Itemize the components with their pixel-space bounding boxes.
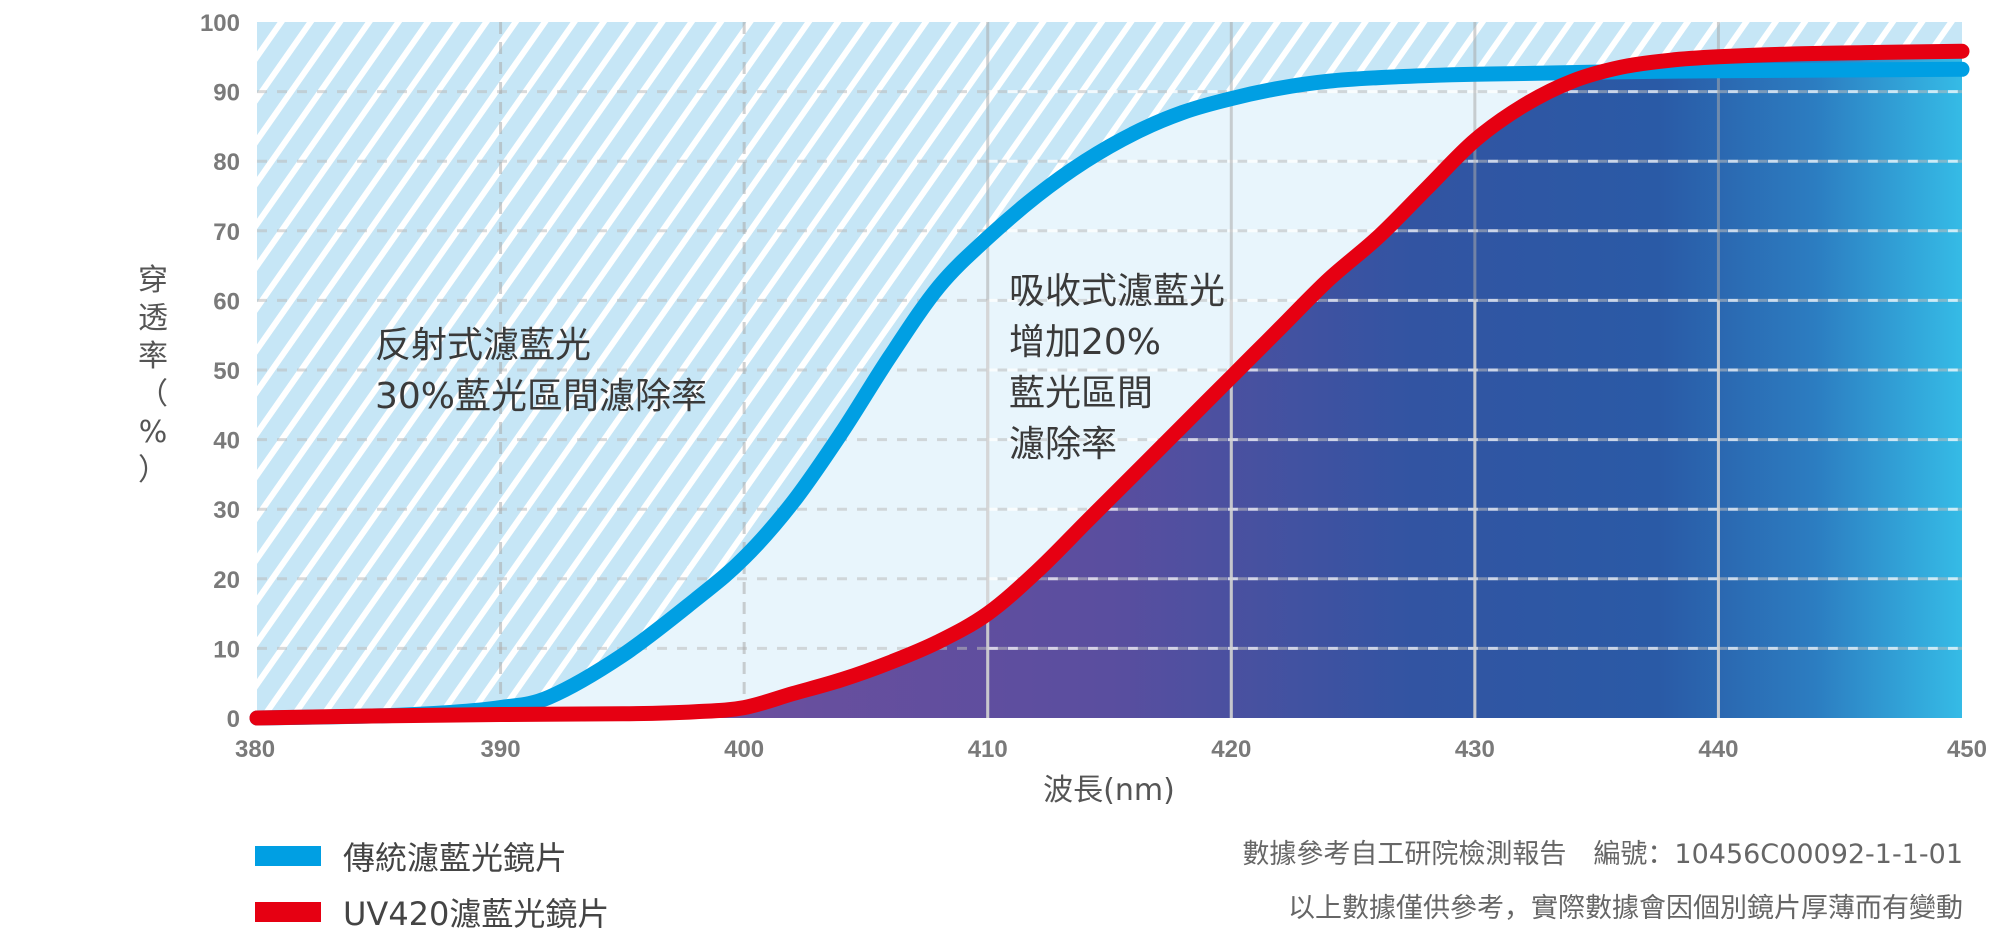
series-lines [249, 43, 1970, 726]
series-line-traditional [249, 61, 1970, 726]
x-tick-label: 400 [724, 736, 764, 763]
y-tick-label: 90 [213, 80, 240, 107]
source-note: 數據參考自工研院檢測報告 編號：10456C00092-1-1-01 以上數據僅… [1063, 828, 1963, 936]
annotation-line: 增加20% [1009, 322, 1161, 363]
note-line-2: 以上數據僅供參考，實際數據會因個別鏡片厚薄而有變動 [1288, 893, 1963, 924]
annotation-line: 濾除率 [1009, 424, 1117, 465]
x-tick-label: 390 [481, 736, 521, 763]
y-tick-label: 30 [213, 497, 240, 524]
annotation-line: 30%藍光區間濾除率 [375, 376, 707, 417]
legend-swatch-blue [255, 846, 321, 866]
legend-swatch-red [255, 902, 321, 922]
y-tick-label: 50 [213, 358, 240, 385]
y-axis-title-char: 率 [138, 339, 168, 374]
y-tick-label: 60 [213, 288, 240, 315]
y-tick-label: 100 [200, 10, 240, 37]
annotation-line: 反射式濾藍光 [375, 325, 591, 366]
legend-item-uv420: UV420濾藍光鏡片 [255, 884, 855, 940]
y-tick-label: 10 [213, 636, 240, 663]
y-axis-title-char: 透 [138, 301, 168, 336]
x-tick-label: 420 [1211, 736, 1251, 763]
annotation-line: 吸收式濾藍光 [1009, 271, 1225, 312]
y-tick-label: 70 [213, 219, 240, 246]
y-tick-label: 20 [213, 567, 240, 594]
y-tick-label: 0 [227, 706, 240, 733]
series-line-uv420 [249, 43, 1970, 726]
legend-label: UV420濾藍光鏡片 [343, 895, 610, 933]
y-axis-title: 穿透率（%） [138, 263, 168, 488]
gridlines [257, 22, 1962, 718]
tick-labels: 0 10 20 30 40 50 60 70 80 90 100 380 390 400 410 420 430… [200, 10, 1987, 763]
x-axis-title: 波長(nm) [1043, 773, 1175, 808]
legend: 傳統濾藍光鏡片 UV420濾藍光鏡片 [255, 828, 855, 940]
x-tick-label: 430 [1455, 736, 1495, 763]
x-tick-label: 440 [1698, 736, 1738, 763]
y-tick-label: 40 [213, 428, 240, 455]
legend-label: 傳統濾藍光鏡片 [343, 839, 568, 877]
y-axis-title-char: % [139, 415, 168, 450]
absorption-area [257, 51, 1962, 718]
note-line-1: 數據參考自工研院檢測報告 編號：10456C00092-1-1-01 [1242, 839, 1963, 870]
y-axis-title-char: （ [138, 377, 168, 412]
y-tick-label: 80 [213, 149, 240, 176]
annotation-line: 藍光區間 [1009, 373, 1153, 414]
legend-item-traditional: 傳統濾藍光鏡片 [255, 828, 855, 884]
x-tick-label: 410 [968, 736, 1008, 763]
x-tick-label: 380 [235, 736, 275, 763]
y-axis-title-char: 穿 [138, 263, 168, 298]
x-tick-label: 450 [1947, 736, 1987, 763]
y-axis-title-char: ） [138, 453, 168, 488]
